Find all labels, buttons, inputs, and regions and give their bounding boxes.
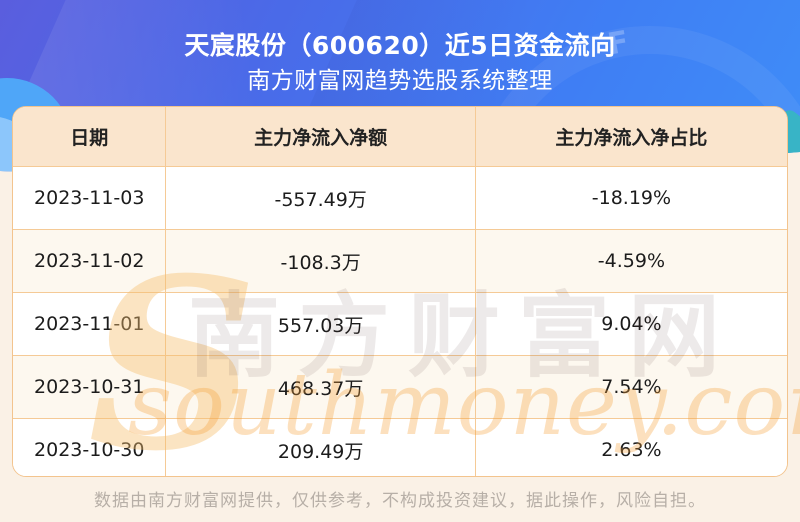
date-cell: 2023-11-02 [34,250,145,272]
column-header-date: 日期 [70,127,109,149]
table-row: 2023-10-31 468.37万 7.54% [13,355,787,418]
table-row: 2023-11-01 557.03万 9.04% [13,292,787,355]
ratio-cell: 9.04% [601,313,662,335]
amount-cell: 468.37万 [165,356,476,418]
ratio-cell: -4.59% [597,250,666,272]
date-cell: 2023-10-31 [34,376,145,398]
table-row: 2023-11-02 -108.3万 -4.59% [13,229,787,292]
fund-flow-table: 日期 主力净流入净额 主力净流入净占比 2023-11-03 -557.49万 … [12,106,788,477]
amount-cell: 557.03万 [165,293,476,355]
page-subtitle: 南方财富网趋势选股系统整理 [247,68,553,94]
table-header-row: 日期 主力净流入净额 主力净流入净占比 [13,107,787,166]
page-title: 天宸股份（600620）近5日资金流向 [184,31,616,60]
column-header-net-inflow: 主力净流入净额 [165,107,476,166]
ratio-cell: 7.54% [601,376,662,398]
date-cell: 2023-10-30 [34,439,145,461]
ratio-cell: -18.19% [591,187,672,209]
table-row: 2023-11-03 -557.49万 -18.19% [13,166,787,229]
column-header-net-inflow-ratio: 主力净流入净占比 [555,127,708,149]
table-row: 2023-10-30 209.49万 2.63% [13,418,787,476]
ratio-cell: 2.63% [601,439,662,461]
amount-cell: -108.3万 [165,230,476,292]
disclaimer-text: 数据由南方财富网提供，仅供参考，不构成投资建议，据此操作，风险自担。 [94,491,706,511]
amount-cell: 209.49万 [165,419,476,476]
date-cell: 2023-11-03 [34,187,145,209]
date-cell: 2023-11-01 [34,313,145,335]
amount-cell: -557.49万 [165,167,476,229]
